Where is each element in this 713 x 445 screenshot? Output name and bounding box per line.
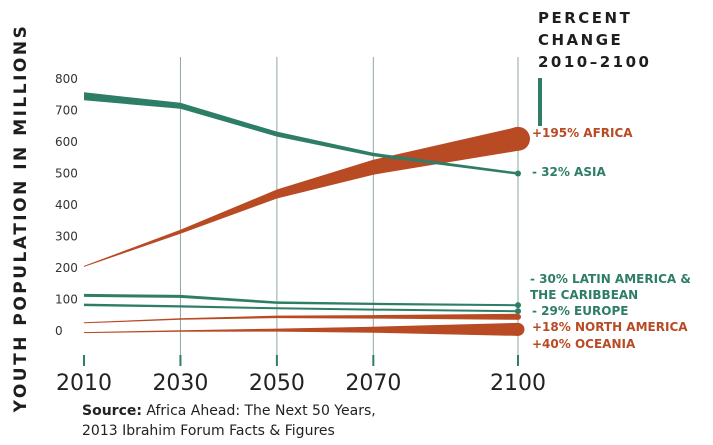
series-endpoint-asia <box>515 170 521 177</box>
series-endpoint-latin-america <box>515 302 521 309</box>
y-tick-label-100: 100 <box>55 293 78 307</box>
legend-title-line-1: PERCENT <box>538 9 632 27</box>
series-endpoint-north-america <box>515 313 521 320</box>
series-label-oceania: +40% OCEANIA <box>532 337 636 351</box>
y-axis-ticks: 0 100 200 300 400 500 600 700 800 <box>55 72 78 338</box>
series-label-asia: - 32% ASIA <box>532 165 606 179</box>
legend-title-line-3: 2010–2100 <box>538 53 652 71</box>
legend-title: PERCENT CHANGE 2010–2100 <box>538 9 652 126</box>
y-tick-label-300: 300 <box>55 230 78 244</box>
x-axis: 2010 2030 2050 2070 2100 <box>56 355 546 396</box>
x-tick-label-2070: 2070 <box>345 371 401 396</box>
series-label-latin-america-line-1: - 30% LATIN AMERICA & <box>530 272 691 286</box>
y-tick-label-0: 0 <box>55 324 63 338</box>
series-line-north-america <box>84 313 518 324</box>
y-tick-label-800: 800 <box>55 72 78 86</box>
series-lines <box>84 92 530 336</box>
series-endpoint-africa <box>506 126 530 151</box>
legend-accent-bar <box>538 78 542 126</box>
series-line-europe <box>84 303 518 313</box>
y-tick-label-200: 200 <box>55 261 78 275</box>
y-axis-label: YOUTH POPULATION IN MILLIONS <box>11 24 31 414</box>
source-title: Africa Ahead: The Next 50 Years, <box>141 403 376 419</box>
series-line-africa <box>84 126 518 267</box>
legend-title-line-2: CHANGE <box>538 31 623 49</box>
source-prefix: Source: <box>82 403 142 419</box>
series-endpoint-europe <box>515 308 521 315</box>
y-tick-label-400: 400 <box>55 198 78 212</box>
series-line-asia <box>84 92 518 175</box>
series-line-oceania <box>84 322 518 336</box>
source-note: Source: Africa Ahead: The Next 50 Years,… <box>82 401 376 441</box>
x-tick-label-2030: 2030 <box>152 371 208 396</box>
series-labels: +195% AFRICA - 32% ASIA - 30% LATIN AMERIC… <box>530 126 691 351</box>
x-tick-label-2050: 2050 <box>249 371 305 396</box>
y-tick-label-700: 700 <box>55 104 78 118</box>
series-line-latin-america <box>84 293 518 307</box>
series-label-north-america: +18% NORTH AMERICA <box>532 320 688 334</box>
y-tick-label-500: 500 <box>55 167 78 181</box>
series-label-latin-america-line-2: THE CARIBBEAN <box>530 288 638 302</box>
series-label-europe: - 29% EUROPE <box>532 304 628 318</box>
x-tick-label-2100: 2100 <box>490 371 546 396</box>
x-tick-label-2010: 2010 <box>56 371 112 396</box>
y-tick-label-600: 600 <box>55 135 78 149</box>
series-endpoint-oceania <box>511 322 525 336</box>
source-line-1: Source: Africa Ahead: The Next 50 Years, <box>82 401 376 421</box>
series-label-africa: +195% AFRICA <box>532 126 633 140</box>
source-line-2: 2013 Ibrahim Forum Facts & Figures <box>82 423 335 439</box>
